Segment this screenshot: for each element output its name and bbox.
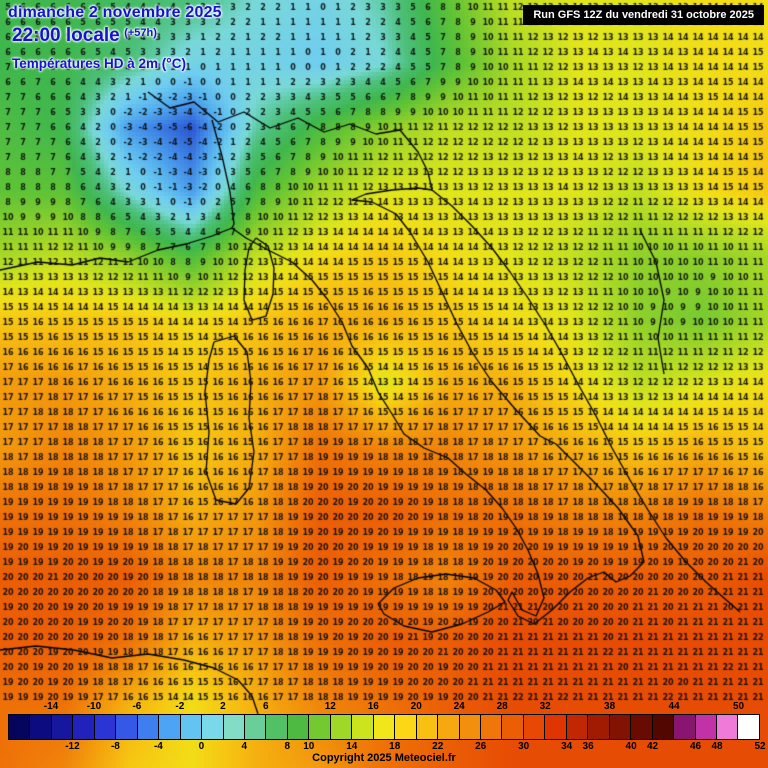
colorbar-segment [51,715,74,739]
forecast-date-label: dimanche 2 novembre 2025 [8,4,222,21]
colorbar-segment [94,715,117,739]
colorbar-segment [438,715,460,739]
colorbar-segment [9,715,31,739]
colorbar-segment [416,715,439,739]
colorbar-segment [330,715,353,739]
colorbar-segment [202,715,224,739]
colorbar-segment [523,715,546,739]
temperature-colorbar [8,714,760,740]
colorbar-segment [609,715,632,739]
colorbar-segment [480,715,503,739]
run-info-banner: Run GFS 12Z du vendredi 31 octobre 2025 [523,5,764,25]
colorbar-segment [137,715,160,739]
colorbar-segment [502,715,524,739]
colorbar-segment [180,715,203,739]
colorbar-segment [738,715,759,739]
map-header: dimanche 2 novembre 2025 22:00 locale (+… [8,4,222,71]
colorbar-segment [674,715,696,739]
colorbar-segment [244,715,267,739]
colorbar-segment [30,715,52,739]
colorbar-segment [352,715,374,739]
colorbar-segment [588,715,610,739]
colorbar-segment [459,715,481,739]
colorbar-segment [716,715,739,739]
colorbar-segment [545,715,567,739]
copyright-text: Copyright 2025 Meteociel.fr [312,752,456,764]
colorbar-segment [159,715,181,739]
colorbar-segment [395,715,417,739]
colorbar-segment [223,715,245,739]
colorbar-segment [373,715,396,739]
colorbar-segment [266,715,288,739]
colorbar-segment [287,715,310,739]
colorbar-segment [73,715,95,739]
colorbar-segment [631,715,653,739]
parameter-label: Températures HD à 2m (°C) [12,56,186,71]
forecast-time-row: 22:00 locale (+57h) [12,25,222,47]
colorbar-segment [695,715,717,739]
colorbar-segment [116,715,138,739]
forecast-time-label: 22:00 locale [12,25,120,46]
colorbar-segment [566,715,589,739]
colorbar-segment [652,715,675,739]
colorbar-segment [309,715,331,739]
forecast-offset-label: (+57h) [124,27,157,39]
